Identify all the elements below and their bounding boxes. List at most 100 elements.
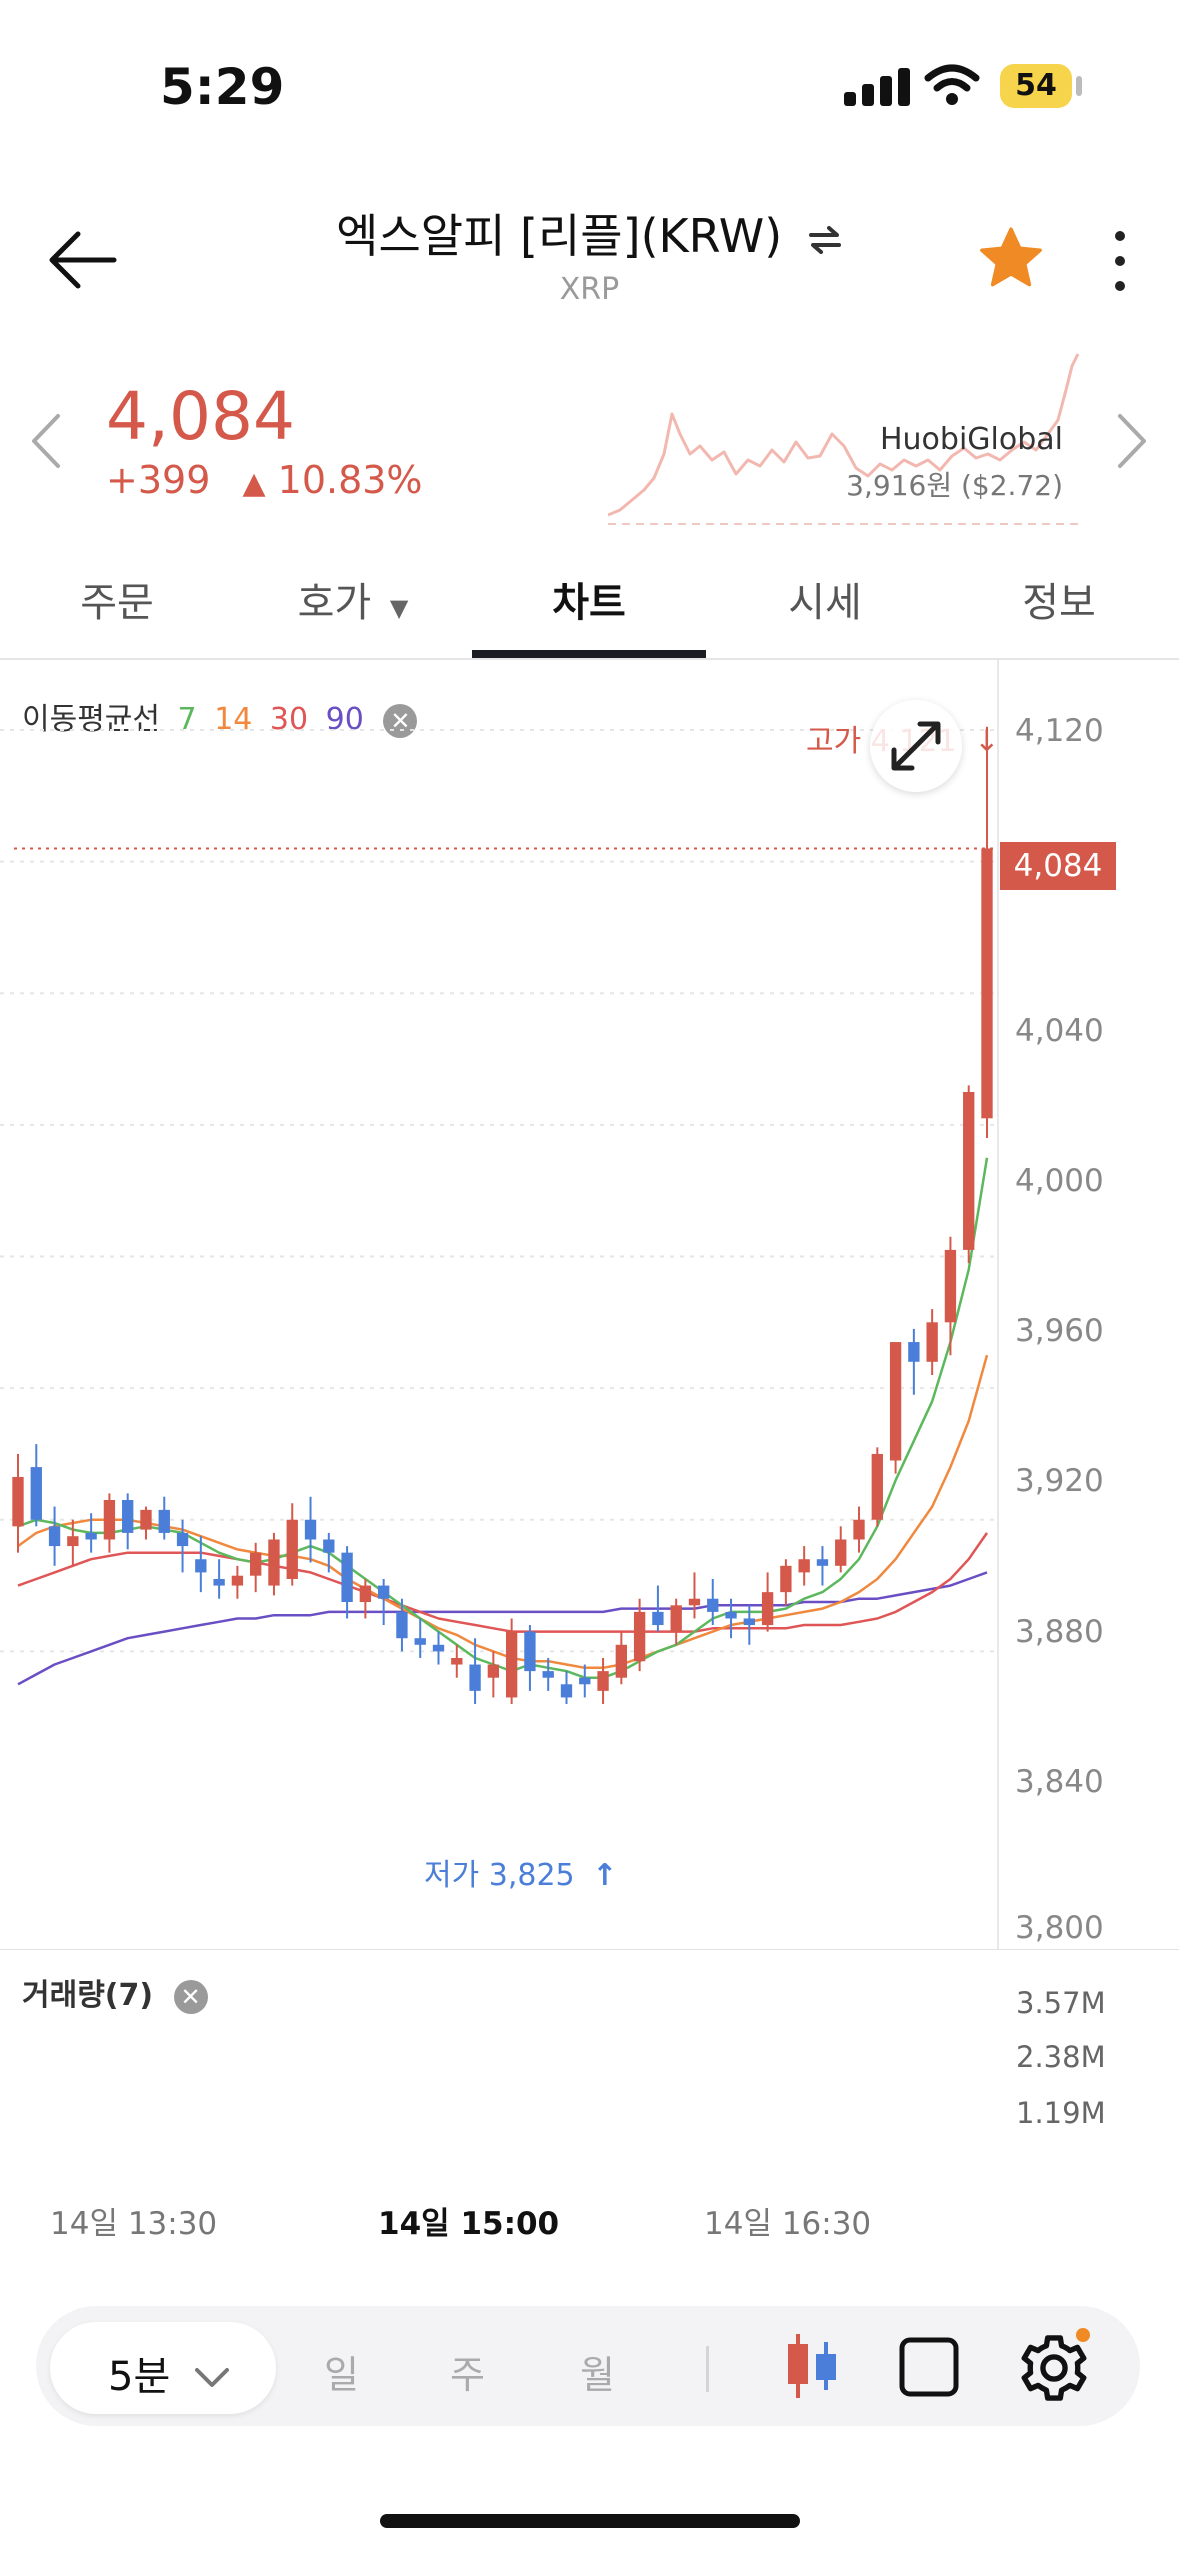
expand-chart-button[interactable] (870, 700, 962, 792)
moving-average-legend[interactable]: 이동평균선 7 14 30 90 ✕ (22, 694, 418, 738)
ma30-line (17, 1532, 989, 1633)
timeframe-day[interactable]: 일 (324, 2353, 359, 2397)
current-price-tag: 4,084 (1000, 842, 1116, 890)
interval-select[interactable] (50, 2322, 276, 2414)
candle-body (122, 1500, 134, 1533)
volume-legend[interactable]: 거래량(7) ✕ (22, 1970, 208, 2014)
y-tick-label: 3,840 (1015, 1764, 1104, 1800)
candle-body (652, 1611, 664, 1626)
candle-body (963, 1091, 975, 1250)
candle-body (835, 1539, 847, 1566)
candle-body (908, 1342, 920, 1362)
change-amount: +399 (106, 458, 211, 502)
candle-body (633, 1611, 646, 1662)
candle-body (140, 1509, 152, 1530)
x-tick-label: 14일 13:30 (50, 2206, 218, 2242)
candle-body (396, 1611, 408, 1639)
exchange-price: 3,916원 ($2.72) (846, 469, 1063, 502)
tab-quotes[interactable]: 시세 (788, 580, 862, 626)
back-arrow-icon[interactable] (44, 224, 122, 296)
tab-order[interactable]: 주문 (80, 580, 154, 626)
candle-body (103, 1500, 116, 1540)
candle-body (304, 1519, 317, 1540)
tab-orderbook-label: 호가 (297, 580, 372, 626)
timeframe-week[interactable]: 주 (450, 2353, 485, 2397)
candle-body (286, 1519, 298, 1579)
current-price: 4,084 (106, 378, 295, 455)
y-tick-label: 4,040 (1015, 1013, 1104, 1049)
volume-tick-label: 2.38M (1016, 2040, 1106, 2074)
candle-body (743, 1618, 755, 1626)
candle-body (981, 848, 993, 1119)
battery-indicator: 54 (1000, 64, 1072, 108)
volume-tick-label: 3.57M (1016, 1986, 1106, 2020)
candle-type-icon[interactable] (778, 2330, 846, 2402)
candlestick-chart[interactable] (0, 660, 1179, 1950)
candle-body (48, 1526, 61, 1547)
favorite-star-icon[interactable] (976, 224, 1046, 294)
candle-body (725, 1611, 737, 1619)
x-tick-label: 14일 15:00 (378, 2206, 560, 2242)
candle-body (195, 1559, 207, 1573)
timeframe-month[interactable]: 월 (580, 2353, 615, 2397)
interval-select-label[interactable]: 5분 (108, 2344, 231, 2402)
close-ma-icon[interactable]: ✕ (383, 703, 418, 738)
up-triangle-icon: ▲ (242, 466, 266, 501)
candle-body (67, 1536, 79, 1547)
page-title: 엑스알피 [리플](KRW) (0, 200, 1179, 266)
low-price-label: 저가 3,825 ↑ (424, 1850, 617, 1894)
y-tick-label: 3,960 (1015, 1313, 1104, 1349)
battery-tip (1076, 76, 1082, 96)
tab-orderbook[interactable]: 호가 ▼ (268, 570, 438, 628)
tab-chart[interactable]: 차트 (552, 580, 626, 626)
candle-body (505, 1631, 518, 1698)
candle-body (341, 1552, 353, 1603)
low-price-text: 저가 3,825 (424, 1858, 575, 1893)
ma14-line (17, 1354, 989, 1670)
candle-body (542, 1671, 554, 1678)
chevron-down-icon (194, 2368, 229, 2387)
swap-icon[interactable] (807, 225, 843, 255)
home-indicator (380, 2514, 800, 2528)
dropdown-caret-icon: ▼ (389, 594, 409, 622)
expand-icon (891, 721, 941, 771)
volume-title: 거래량(7) (22, 1978, 154, 2013)
coin-symbol: XRP (559, 272, 620, 307)
candle-body (432, 1644, 445, 1652)
cellular-signal-icon (844, 66, 910, 106)
candle-body (871, 1453, 883, 1520)
y-tick-label: 3,880 (1015, 1614, 1104, 1650)
prev-coin-chevron-icon[interactable] (28, 412, 64, 470)
candle-body (213, 1578, 225, 1586)
candle-body (670, 1605, 682, 1632)
candle-body (798, 1559, 810, 1573)
drawing-tool-icon[interactable] (898, 2336, 960, 2398)
candle-body (597, 1671, 609, 1691)
status-time: 5:29 (160, 58, 285, 116)
close-volume-icon[interactable]: ✕ (173, 1979, 208, 2014)
price-change-row: +399 ▲ 10.83% (106, 458, 423, 502)
ma-14-label: 14 (214, 702, 253, 737)
candle-body (853, 1519, 865, 1540)
settings-gear-icon[interactable] (1016, 2330, 1092, 2406)
volume-tick-label: 1.19M (1016, 2096, 1106, 2130)
candle-body (414, 1638, 426, 1645)
candle-body (560, 1684, 573, 1698)
ma-title: 이동평균선 (22, 702, 160, 737)
ma-7-label: 7 (177, 702, 197, 737)
next-coin-chevron-icon[interactable] (1114, 412, 1150, 470)
more-options-icon[interactable] (1100, 228, 1140, 294)
candle-body (377, 1585, 390, 1599)
candle-body (30, 1467, 42, 1520)
tab-info[interactable]: 정보 (1022, 580, 1096, 626)
y-tick-label: 3,920 (1015, 1463, 1104, 1499)
candle-body (707, 1598, 719, 1612)
ma7-line (17, 1157, 989, 1679)
toolbar-divider (706, 2346, 709, 2392)
wifi-icon (924, 64, 980, 105)
y-tick-label: 4,120 (1015, 713, 1104, 749)
candle-body (250, 1552, 262, 1576)
candle-body (176, 1532, 189, 1547)
candle-body (85, 1532, 97, 1540)
tab-divider (0, 658, 1179, 660)
